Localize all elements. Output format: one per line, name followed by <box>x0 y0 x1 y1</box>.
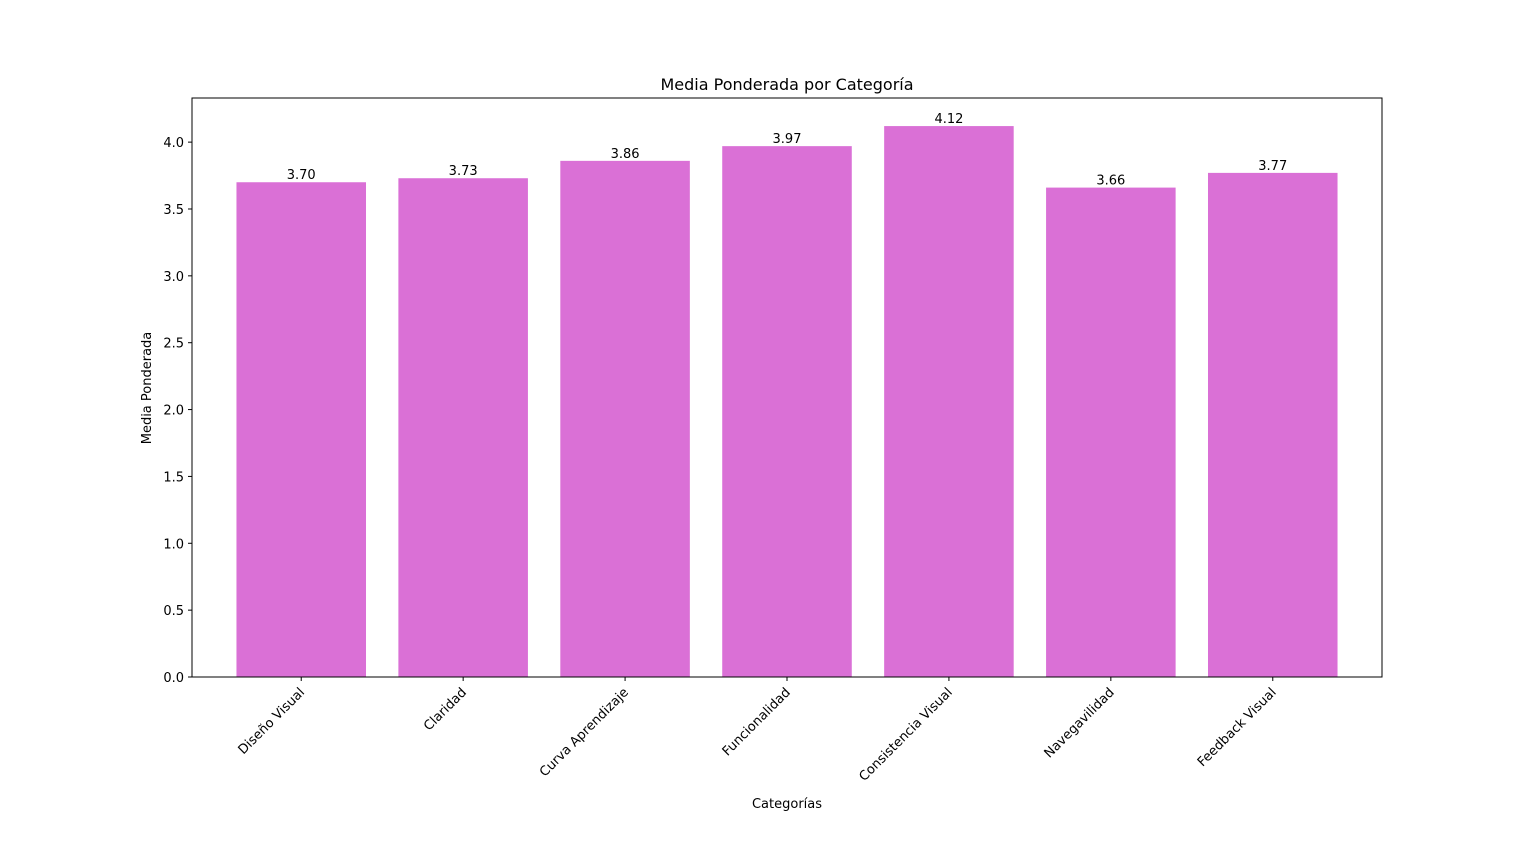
x-tick-label: Navegavilidad <box>1042 685 1118 761</box>
y-tick-label: 1.5 <box>163 470 184 485</box>
y-axis-label: Media Ponderada <box>140 332 155 445</box>
value-labels: 3.70 3.73 3.86 3.97 4.12 3.66 3.77 <box>287 112 1287 189</box>
x-tick-label: Feedback Visual <box>1195 685 1280 770</box>
bar <box>1046 187 1176 677</box>
y-axis-ticks: 0.0 0.5 1.0 1.5 2.0 2.5 3.0 3.5 4.0 <box>163 136 192 686</box>
x-axis-label: Categorías <box>752 797 822 812</box>
y-tick-label: 3.0 <box>163 270 184 285</box>
x-tick-label: Claridad <box>421 685 470 734</box>
bar-value-label: 3.97 <box>773 132 802 147</box>
bar-value-label: 4.12 <box>934 112 963 127</box>
x-axis-ticks: Diseño Visual Claridad Curva Aprendizaje Fu… <box>236 677 1280 785</box>
bar <box>884 126 1014 678</box>
bar-value-label: 3.70 <box>287 168 316 183</box>
x-tick-label: Consistencia Visual <box>856 685 955 784</box>
bar-value-label: 3.77 <box>1258 159 1287 174</box>
bars <box>236 126 1338 678</box>
y-tick-label: 4.0 <box>163 136 184 151</box>
plot-frame <box>191 97 1383 678</box>
bar-value-label: 3.73 <box>449 164 478 179</box>
bar <box>236 182 367 677</box>
bar <box>722 146 852 678</box>
y-tick-label: 1.0 <box>163 537 184 552</box>
y-tick-label: 3.5 <box>163 203 184 218</box>
x-tick-label: Diseño Visual <box>236 685 309 758</box>
x-tick-label: Funcionalidad <box>720 685 794 759</box>
y-tick-label: 0.5 <box>163 604 184 619</box>
bar <box>560 160 690 677</box>
bar <box>398 178 528 677</box>
bar-value-label: 3.66 <box>1096 174 1125 189</box>
x-tick-label: Curva Aprendizaje <box>537 685 632 780</box>
y-tick-label: 2.0 <box>163 404 184 419</box>
y-tick-label: 0.0 <box>163 671 184 686</box>
bar <box>1207 172 1338 678</box>
y-tick-label: 2.5 <box>163 337 184 352</box>
chart-title: Media Ponderada por Categoría <box>660 75 913 94</box>
bar-value-label: 3.86 <box>611 147 640 162</box>
